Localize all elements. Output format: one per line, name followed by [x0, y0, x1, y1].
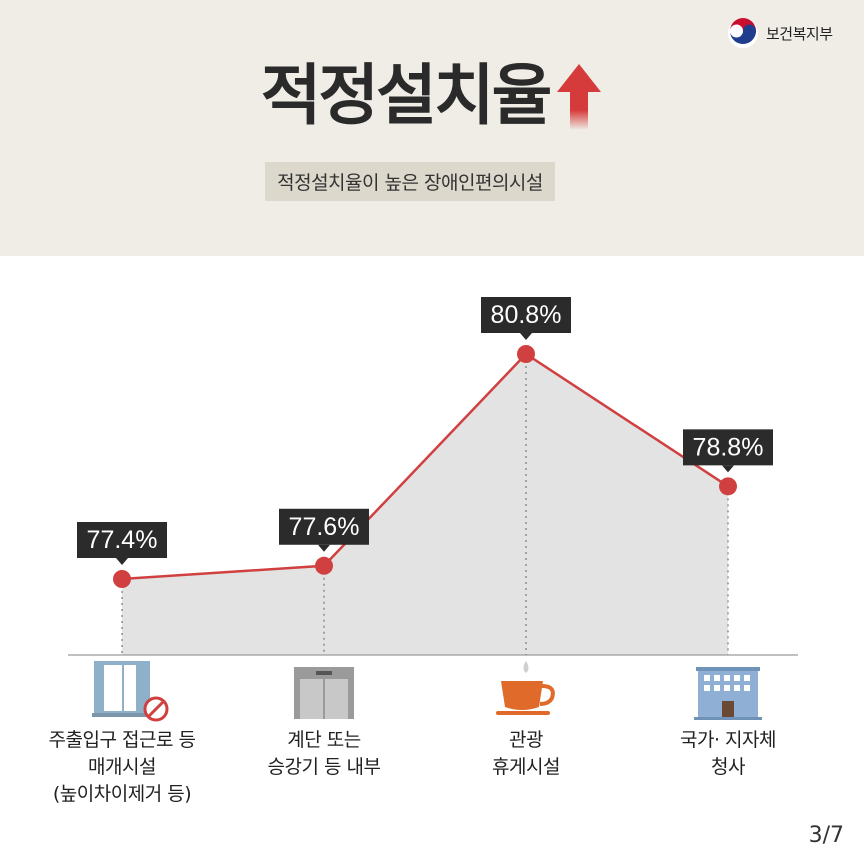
logo-text: 보건복지부 [766, 24, 833, 43]
data-label-text: 80.8% [491, 301, 562, 329]
title-row: 적정설치율 [0, 62, 864, 130]
category-label-line: 청사 [711, 756, 745, 778]
data-point [517, 345, 535, 363]
subtitle: 적정설치율이 높은 장애인편의시설 [265, 162, 555, 201]
category-label-line: (높이차이제거 등) [52, 783, 192, 805]
data-point [315, 556, 333, 575]
category-label-line: 관광 [509, 729, 543, 751]
data-label: 77.6% [279, 508, 369, 552]
elevator-icon [294, 667, 354, 719]
page-title: 적정설치율 [260, 57, 553, 134]
data-label: 80.8% [481, 297, 571, 340]
category-label-line: 국가· 지자체 [680, 729, 776, 751]
header-panel: 보건복지부 적정설치율 적정설치율이 높은 장애인편의시설 [0, 0, 864, 256]
area-fill [122, 354, 728, 655]
data-label: 78.8% [683, 429, 773, 473]
data-point [719, 477, 737, 496]
area-chart: 77.4% 77.6% 80.8% 78.8% [68, 297, 798, 722]
building-icon [694, 667, 762, 720]
data-label: 77.4% [77, 522, 167, 565]
ministry-logo: 보건복지부 [726, 16, 833, 50]
category-label-line: 휴게시설 [492, 756, 560, 778]
coffee-cup-icon [496, 661, 555, 715]
taegeuk-logo-icon [728, 18, 758, 48]
subtitle-row: 적정설치율이 높은 장애인편의시설 [0, 162, 820, 201]
data-label-text: 77.4% [87, 526, 158, 554]
page-number: 3/7 [808, 823, 844, 848]
category-label-line: 주출입구 접근로 등 [48, 729, 196, 751]
data-label-text: 77.6% [289, 513, 360, 541]
category-label-line: 계단 또는 [287, 729, 361, 751]
category-label-line: 승강기 등 내부 [267, 756, 381, 778]
data-point [113, 570, 131, 588]
door-icon [92, 661, 169, 722]
up-arrow-icon [557, 64, 602, 130]
category-label-line: 매개시설 [88, 756, 156, 778]
data-label-text: 78.8% [693, 433, 764, 461]
series-line [121, 352, 729, 581]
